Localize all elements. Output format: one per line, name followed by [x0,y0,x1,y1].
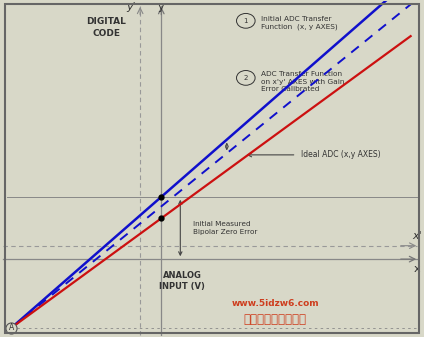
Text: DIGITAL
CODE: DIGITAL CODE [86,18,126,37]
Text: y': y' [126,2,136,12]
Text: Initial Measured
Bipolar Zero Error: Initial Measured Bipolar Zero Error [193,221,257,235]
Text: www.5idzw6.com: www.5idzw6.com [232,299,319,308]
Text: ADC Transfer Function
on x'y' AXES with Gain
Error Calibrated: ADC Transfer Function on x'y' AXES with … [261,71,344,92]
Text: ANALOG
INPUT (V): ANALOG INPUT (V) [159,271,205,291]
Text: x: x [414,264,420,274]
Bar [5,4,419,333]
Text: A: A [8,324,14,332]
Text: 1: 1 [243,18,248,24]
Text: Initial ADC Transfer
Function  (x, y AXES): Initial ADC Transfer Function (x, y AXES… [261,16,338,30]
Text: Ideal ADC (x,y AXES): Ideal ADC (x,y AXES) [301,150,380,159]
Text: 大量电子电路图资料: 大量电子电路图资料 [244,313,307,326]
Text: y: y [158,2,165,12]
Text: x': x' [412,231,422,241]
Text: 2: 2 [244,75,248,81]
